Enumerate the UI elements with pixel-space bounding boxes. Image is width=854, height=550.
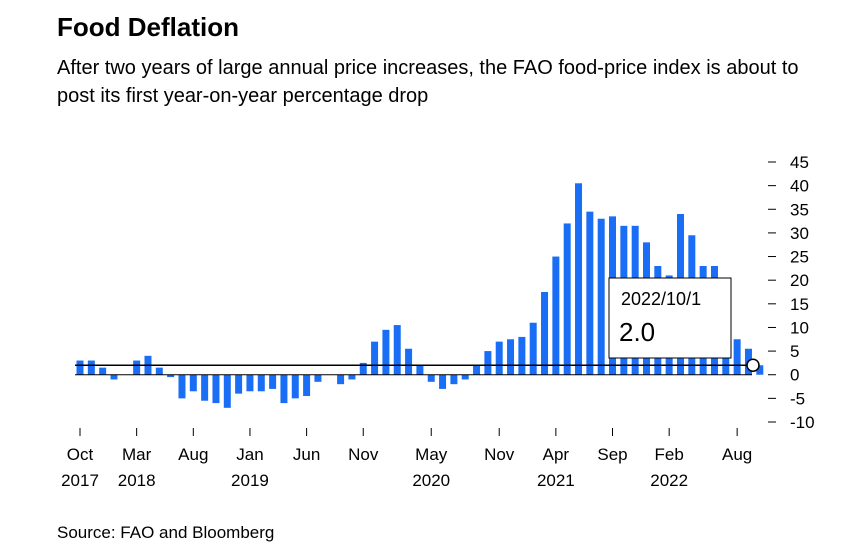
bar-2019-02[interactable] — [257, 374, 265, 392]
bar-2018-06[interactable] — [167, 374, 175, 378]
bar-2019-11[interactable] — [359, 362, 367, 375]
x-tick-label-year: 2021 — [537, 471, 575, 490]
y-tick-label: -10 — [790, 413, 815, 432]
x-tick-label-year: 2019 — [231, 471, 269, 490]
bar-2020-03[interactable] — [405, 348, 413, 375]
y-tick-label: 15 — [790, 295, 809, 314]
x-tick-label-month: Nov — [484, 445, 515, 464]
bar-2020-12[interactable] — [507, 339, 515, 375]
bar-2018-03[interactable] — [133, 360, 141, 375]
bar-2019-01[interactable] — [246, 374, 254, 392]
bar-2020-05[interactable] — [427, 374, 435, 382]
bar-2021-04[interactable] — [552, 256, 560, 375]
hover-marker[interactable] — [746, 358, 760, 373]
y-tick-label: 5 — [790, 342, 799, 361]
x-tick-label-month: Mar — [122, 445, 152, 464]
bar-2020-09[interactable] — [473, 365, 481, 375]
bar-2018-07[interactable] — [178, 374, 186, 399]
bar-2021-05[interactable] — [563, 223, 571, 375]
bar-2021-01[interactable] — [518, 336, 526, 375]
bar-2021-06[interactable] — [575, 183, 583, 375]
x-tick-label-year: 2018 — [118, 471, 156, 490]
bar-2018-12[interactable] — [235, 374, 243, 394]
tooltip-value: 2.0 — [619, 317, 655, 347]
x-tick-label-month: Oct — [67, 445, 94, 464]
tooltip-box — [608, 277, 732, 359]
y-tick-label: 35 — [790, 200, 809, 219]
x-tick-label-month: Aug — [178, 445, 208, 464]
x-tick-label-month: Apr — [543, 445, 570, 464]
x-tick-label-month: Jun — [293, 445, 320, 464]
source-note: Source: FAO and Bloomberg — [57, 523, 275, 542]
bar-2019-04[interactable] — [280, 374, 288, 404]
bar-2020-08[interactable] — [461, 374, 469, 380]
bar-2019-06[interactable] — [303, 374, 311, 396]
y-tick-label: 40 — [790, 177, 809, 196]
tooltip-date: 2022/10/1 — [621, 289, 701, 309]
y-tick-label: 45 — [790, 153, 809, 172]
bar-2018-08[interactable] — [189, 374, 197, 392]
bar-2019-03[interactable] — [269, 374, 277, 389]
x-tick-label-year: 2022 — [650, 471, 688, 490]
y-tick-label: -5 — [790, 389, 805, 408]
x-tick-label-year: 2020 — [412, 471, 450, 490]
bar-2020-06[interactable] — [439, 374, 447, 389]
bar-2022-08[interactable] — [733, 339, 741, 375]
x-tick-label-month: Aug — [722, 445, 752, 464]
bar-2018-01[interactable] — [110, 374, 118, 380]
bar-2021-07[interactable] — [586, 211, 594, 375]
y-tick-label: 20 — [790, 271, 809, 290]
x-axis: Oct 2017 Mar 2018 Aug Jan 2019 Jun Nov May 2020 Nov… — [61, 428, 752, 490]
bar-2017-10[interactable] — [76, 360, 84, 375]
bar-2018-10[interactable] — [212, 374, 220, 404]
x-tick-label-month: May — [415, 445, 448, 464]
bar-2019-07[interactable] — [314, 374, 322, 382]
x-tick-label-month: Feb — [655, 445, 684, 464]
chart-subtitle: After two years of large annual price in… — [57, 57, 799, 107]
y-tick-label: 10 — [790, 318, 809, 337]
bar-2019-12[interactable] — [371, 341, 379, 375]
bar-2017-11[interactable] — [87, 360, 95, 375]
x-tick-label-year: 2017 — [61, 471, 99, 490]
bar-2020-11[interactable] — [495, 341, 503, 375]
x-tick-label-month: Sep — [597, 445, 627, 464]
bar-2018-09[interactable] — [201, 374, 209, 401]
bar-2020-04[interactable] — [416, 365, 424, 375]
tooltip: 2022/10/1 2.0 — [608, 277, 732, 359]
bar-2020-10[interactable] — [484, 351, 492, 375]
bar-2017-12[interactable] — [99, 367, 107, 375]
bar-2022-10[interactable] — [756, 365, 764, 375]
bar-2021-03[interactable] — [541, 292, 549, 375]
bar-2020-01[interactable] — [382, 329, 390, 375]
bar-2019-05[interactable] — [291, 374, 299, 399]
bar-2020-07[interactable] — [450, 374, 458, 385]
x-tick-label-month: Nov — [348, 445, 379, 464]
chart-title: Food Deflation — [57, 12, 239, 42]
y-axis: 45 40 35 30 25 20 15 10 5 0 -5 -10 — [768, 153, 815, 432]
bar-2021-02[interactable] — [529, 322, 537, 375]
y-tick-label: 0 — [790, 366, 799, 385]
bar-2018-11[interactable] — [223, 374, 231, 408]
bar-2018-05[interactable] — [155, 367, 163, 375]
bar-2019-09[interactable] — [337, 374, 345, 385]
bar-2021-08[interactable] — [597, 218, 605, 375]
bar-2020-02[interactable] — [393, 325, 401, 375]
x-tick-label-month: Jan — [236, 445, 263, 464]
y-tick-label: 30 — [790, 224, 809, 243]
y-tick-label: 25 — [790, 248, 809, 267]
bar-2019-10[interactable] — [348, 374, 356, 380]
